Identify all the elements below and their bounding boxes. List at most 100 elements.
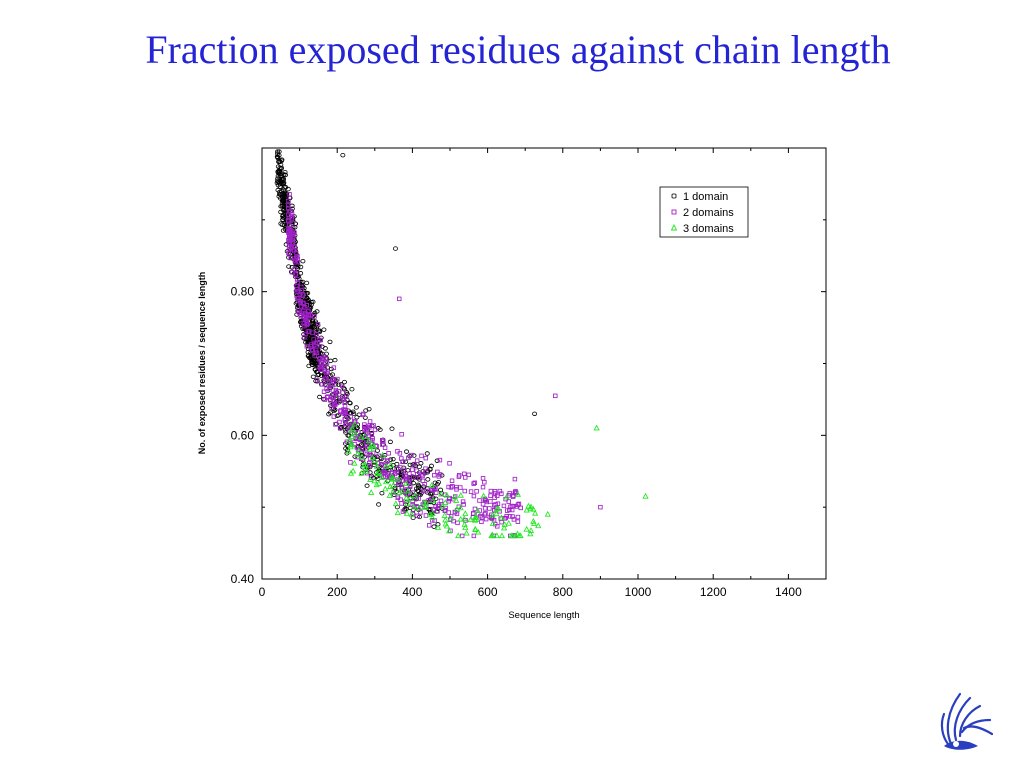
data-point-2-domains (294, 277, 300, 282)
data-point-2-domains (474, 489, 479, 494)
data-point-2-domains (299, 304, 304, 309)
data-point-2-domains (482, 506, 488, 511)
data-point-2-domains (292, 258, 298, 263)
axis-ticks (261, 148, 826, 580)
data-point-2-domains (471, 481, 476, 486)
data-point-2-domains (400, 459, 405, 465)
data-point-2-domains (448, 513, 454, 519)
data-point-2-domains (414, 458, 420, 463)
data-point-1-domain (286, 264, 292, 269)
data-point-1-domain (275, 173, 281, 179)
data-point-2-domains (515, 514, 521, 520)
data-point-2-domains (371, 423, 376, 428)
data-point-3-domains (493, 505, 500, 512)
data-point-3-domains (351, 459, 358, 466)
data-point-1-domain (416, 464, 422, 470)
data-point-2-domains (304, 302, 309, 308)
data-point-2-domains (287, 192, 292, 197)
data-point-2-domains (471, 493, 477, 499)
data-point-2-domains (446, 484, 451, 490)
data-point-2-domains (330, 376, 336, 382)
data-point-1-domain (364, 483, 370, 488)
data-point-1-domain (311, 325, 317, 330)
data-point-2-domains (510, 514, 515, 519)
data-point-3-domains (453, 497, 460, 503)
data-point-2-domains (313, 340, 319, 346)
data-point-1-domain (366, 406, 372, 412)
data-point-2-domains (492, 495, 497, 500)
data-point-1-domain (387, 439, 393, 445)
y-axis-label: No. of exposed residues / sequence lengt… (197, 272, 207, 455)
data-point-3-domains (514, 530, 521, 537)
data-point-2-domains (414, 468, 419, 473)
data-point-2-domains (460, 499, 466, 504)
data-point-3-domains (457, 515, 464, 522)
data-point-1-domain (349, 386, 355, 392)
data-point-2-domains (348, 460, 353, 465)
data-point-3-domains (369, 454, 376, 460)
data-point-1-domain (340, 152, 346, 158)
data-point-1-domain (293, 301, 299, 306)
data-point-3-domains (382, 485, 389, 492)
data-point-2-domains (489, 515, 494, 521)
data-point-3-domains (351, 420, 358, 427)
data-point-2-domains (515, 502, 521, 507)
data-point-2-domains (382, 445, 388, 450)
data-point-1-domain (327, 339, 333, 345)
data-point-2-domains (343, 421, 349, 426)
data-point-3-domains (398, 487, 406, 494)
legend-marker-1-domain (671, 193, 677, 199)
data-point-2-domains (298, 313, 304, 318)
data-point-2-domains (409, 452, 414, 458)
data-point-1-domain (276, 159, 282, 164)
data-point-2-domains (458, 485, 463, 490)
data-point-3-domains (345, 436, 353, 443)
x-axis-label: Sequence length (508, 610, 579, 621)
data-point-2-domains (399, 432, 404, 437)
data-point-2-domains (459, 533, 465, 539)
legend: 1 domain 2 domains 3 domains (659, 186, 749, 238)
data-point-3-domains (493, 532, 500, 539)
data-point-1-domain (376, 502, 382, 507)
data-point-1-domain (281, 172, 287, 177)
data-point-1-domain (276, 149, 282, 154)
data-point-1-domain (353, 405, 359, 410)
data-point-1-domain (389, 426, 395, 431)
data-point-2-domains (286, 203, 291, 208)
slide-title: Fraction exposed residues against chain … (145, 27, 891, 72)
data-point-2-domains (367, 419, 373, 424)
data-point-1-domain (280, 228, 286, 233)
data-point-2-domains (511, 493, 516, 498)
data-point-2-domains (341, 397, 346, 402)
data-point-2-domains (435, 503, 441, 509)
data-point-3-domains (367, 443, 374, 449)
data-point-2-domains (462, 475, 468, 480)
x-tick-label: 600 (478, 585, 498, 599)
data-point-2-domains (420, 488, 426, 494)
data-point-3-domains (373, 481, 380, 488)
data-point-2-domains (488, 488, 494, 494)
data-point-2-domains (480, 501, 486, 507)
data-point-2-domains (450, 484, 455, 489)
data-point-3-domains (378, 474, 385, 481)
data-point-2-domains (341, 411, 346, 416)
data-point-2-domains (318, 367, 323, 372)
data-point-2-domains (410, 467, 415, 472)
data-point-1-domain (278, 166, 284, 171)
data-point-1-domain (274, 180, 280, 186)
data-point-2-domains (292, 266, 297, 272)
data-point-1-domain (280, 212, 286, 218)
data-point-3-domains (462, 510, 469, 516)
data-point-2-domains (495, 524, 500, 529)
data-point-2-domains (322, 397, 327, 402)
data-point-2-domains (419, 453, 424, 459)
data-point-2-domains (319, 382, 325, 387)
data-point-3-domains (394, 509, 401, 516)
data-point-3-domains (443, 522, 450, 529)
data-point-2-domains (295, 289, 300, 295)
data-point-2-domains (311, 337, 316, 342)
data-point-1-domain (434, 458, 440, 463)
data-point-1-domain (326, 411, 332, 417)
data-point-2-domains (433, 504, 438, 509)
data-point-2-domains (380, 437, 385, 443)
